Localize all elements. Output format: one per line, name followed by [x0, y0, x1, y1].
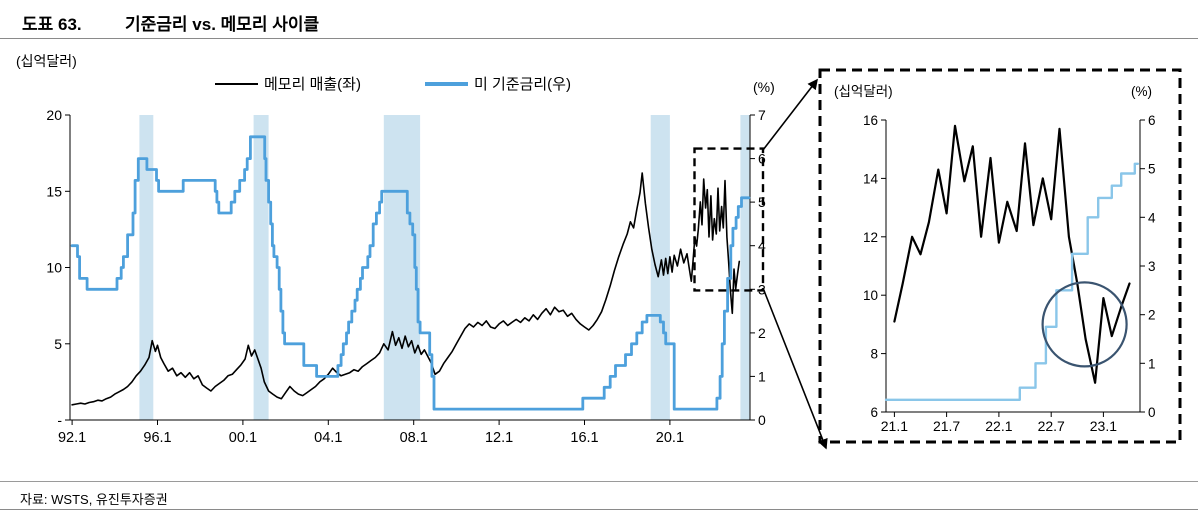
memory-inset-line [893, 124, 1131, 384]
trough-circle-annotation [1041, 281, 1128, 368]
cycle-band [139, 115, 154, 420]
x-tick-label: 22.1 [985, 418, 1012, 434]
left-tick-label: 14 [863, 171, 879, 186]
cycle-band [253, 115, 269, 420]
figure-footer: 자료: WSTS, 유진투자증권 [0, 481, 1198, 508]
right-tick-label: 2 [758, 325, 766, 341]
page-title: 기준금리 vs. 메모리 사이클 [125, 15, 320, 34]
right-tick-label: 4 [758, 238, 766, 254]
left-tick-label: 15 [46, 183, 62, 199]
legend: 메모리 매출(좌) 미 기준금리(우) [215, 76, 571, 93]
left-tick-label: 10 [863, 288, 878, 303]
right-tick-label: 1 [1148, 356, 1156, 371]
x-tick-label: 23.1 [1090, 418, 1117, 434]
inset-border [818, 68, 1182, 444]
right-tick-label: 5 [1148, 162, 1156, 177]
left-axis-title: (십억달러) [834, 84, 893, 99]
left-tick-label: 8 [870, 347, 878, 362]
left-tick-label: 6 [870, 405, 878, 420]
x-tick-label: 16.1 [570, 430, 598, 446]
x-tick-label: 00.1 [229, 430, 257, 446]
left-tick-label: 16 [863, 113, 878, 128]
memory-line [71, 172, 741, 406]
chart-area: 20 15 10 5-7 6 5 4 3 2 1 0 92.1 96.1 00.1 04.1 08.1 12.1… [0, 50, 1198, 480]
zoom-connector-arrow [762, 287, 828, 450]
right-tick-label: 3 [1148, 259, 1156, 274]
x-tick-label: 20.1 [656, 430, 684, 446]
x-tick-label: 08.1 [400, 430, 428, 446]
zoom-connector-arrow [762, 78, 818, 151]
right-tick-label: 2 [1148, 308, 1156, 323]
x-tick-label: 92.1 [58, 430, 86, 446]
right-axis-title: (%) [1131, 84, 1152, 99]
right-axis-title: (%) [753, 79, 775, 95]
rate-inset-line [884, 162, 1140, 401]
x-tick-label: 04.1 [314, 430, 342, 446]
x-tick-label: 21.7 [933, 418, 960, 434]
bottom-divider [0, 509, 1198, 510]
left-tick-label: 12 [863, 230, 878, 245]
left-tick-label: 5 [54, 336, 62, 352]
legend-label: 미 기준금리(우) [474, 76, 571, 93]
right-tick-label: 0 [758, 412, 766, 428]
right-tick-label: 0 [1148, 405, 1156, 420]
cycle-band [740, 115, 750, 420]
left-tick-label: 10 [46, 260, 62, 276]
figure-header: 도표 63. 기준금리 vs. 메모리 사이클 [0, 0, 1198, 39]
right-tick-label: 7 [758, 107, 766, 123]
left-tick-label: - [57, 412, 62, 428]
right-tick-label: 6 [1148, 113, 1156, 128]
right-tick-label: 1 [758, 368, 766, 384]
left-axis-title: (십억달러) [16, 53, 77, 69]
figure-number: 도표 63. [22, 15, 82, 34]
legend-label: 메모리 매출(좌) [264, 76, 361, 93]
left-tick-label: 20 [46, 107, 62, 123]
right-tick-label: 4 [1148, 210, 1156, 225]
source-note: 자료: WSTS, 유진투자증권 [20, 492, 168, 507]
x-tick-label: 96.1 [143, 430, 171, 446]
x-tick-label: 21.1 [881, 418, 908, 434]
x-tick-label: 12.1 [485, 430, 513, 446]
rate-line [70, 135, 751, 411]
x-tick-label: 22.7 [1038, 418, 1065, 434]
